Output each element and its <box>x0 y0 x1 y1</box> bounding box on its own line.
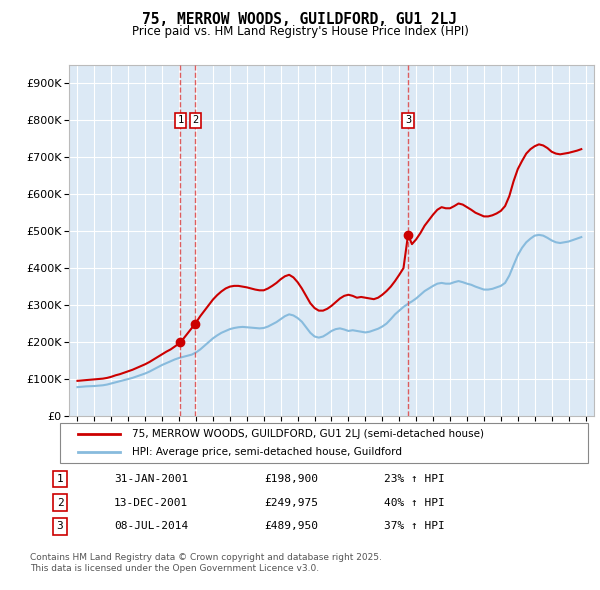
Text: 3: 3 <box>56 522 64 531</box>
Text: 13-DEC-2001: 13-DEC-2001 <box>114 498 188 507</box>
Text: 08-JUL-2014: 08-JUL-2014 <box>114 522 188 531</box>
Text: 23% ↑ HPI: 23% ↑ HPI <box>384 474 445 484</box>
Text: 31-JAN-2001: 31-JAN-2001 <box>114 474 188 484</box>
Text: £198,900: £198,900 <box>264 474 318 484</box>
Text: Contains HM Land Registry data © Crown copyright and database right 2025.
This d: Contains HM Land Registry data © Crown c… <box>30 553 382 573</box>
Text: 2: 2 <box>192 115 199 125</box>
Text: £489,950: £489,950 <box>264 522 318 531</box>
Text: 1: 1 <box>178 115 184 125</box>
Text: 37% ↑ HPI: 37% ↑ HPI <box>384 522 445 531</box>
Text: 2: 2 <box>56 498 64 507</box>
Text: 1: 1 <box>56 474 64 484</box>
Text: 75, MERROW WOODS, GUILDFORD, GU1 2LJ (semi-detached house): 75, MERROW WOODS, GUILDFORD, GU1 2LJ (se… <box>132 430 484 440</box>
Text: £249,975: £249,975 <box>264 498 318 507</box>
Text: Price paid vs. HM Land Registry's House Price Index (HPI): Price paid vs. HM Land Registry's House … <box>131 25 469 38</box>
Text: 3: 3 <box>405 115 411 125</box>
Text: 75, MERROW WOODS, GUILDFORD, GU1 2LJ: 75, MERROW WOODS, GUILDFORD, GU1 2LJ <box>143 12 458 27</box>
Text: HPI: Average price, semi-detached house, Guildford: HPI: Average price, semi-detached house,… <box>132 447 402 457</box>
Text: 40% ↑ HPI: 40% ↑ HPI <box>384 498 445 507</box>
